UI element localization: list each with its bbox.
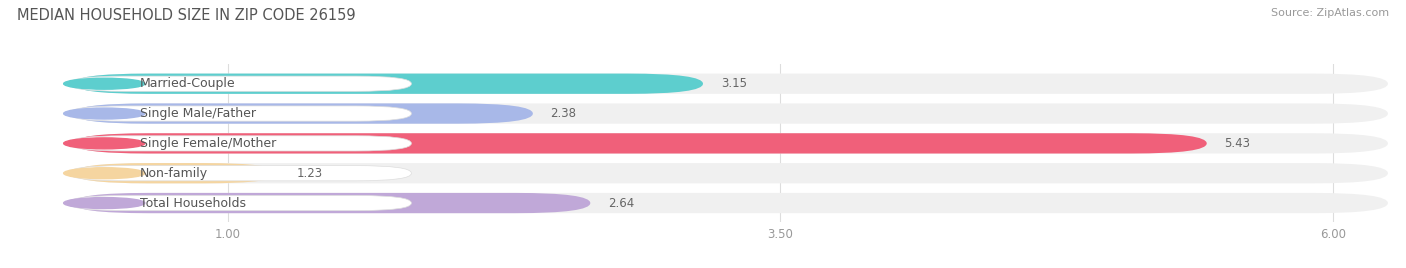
FancyBboxPatch shape: [69, 106, 412, 121]
Text: 2.38: 2.38: [551, 107, 576, 120]
Text: Non-family: Non-family: [139, 167, 208, 180]
Text: Married-Couple: Married-Couple: [139, 77, 235, 90]
FancyBboxPatch shape: [69, 166, 412, 181]
Text: Single Female/Mother: Single Female/Mother: [139, 137, 276, 150]
FancyBboxPatch shape: [73, 163, 278, 183]
Text: 1.23: 1.23: [297, 167, 322, 180]
FancyBboxPatch shape: [73, 133, 1206, 154]
Circle shape: [63, 198, 145, 209]
Circle shape: [63, 108, 145, 119]
FancyBboxPatch shape: [73, 163, 1388, 183]
FancyBboxPatch shape: [69, 76, 412, 91]
Circle shape: [63, 138, 145, 149]
Text: 3.15: 3.15: [721, 77, 747, 90]
FancyBboxPatch shape: [73, 74, 703, 94]
FancyBboxPatch shape: [73, 193, 591, 213]
FancyBboxPatch shape: [69, 136, 412, 151]
Circle shape: [63, 168, 145, 179]
Text: 2.64: 2.64: [607, 196, 634, 210]
FancyBboxPatch shape: [73, 103, 1388, 124]
FancyBboxPatch shape: [73, 133, 1388, 154]
Text: Single Male/Father: Single Male/Father: [139, 107, 256, 120]
FancyBboxPatch shape: [69, 195, 412, 211]
Text: Total Households: Total Households: [139, 196, 246, 210]
FancyBboxPatch shape: [73, 103, 533, 124]
FancyBboxPatch shape: [73, 74, 1388, 94]
Text: 5.43: 5.43: [1225, 137, 1250, 150]
Circle shape: [63, 78, 145, 89]
Text: Source: ZipAtlas.com: Source: ZipAtlas.com: [1271, 8, 1389, 18]
FancyBboxPatch shape: [73, 193, 1388, 213]
Text: MEDIAN HOUSEHOLD SIZE IN ZIP CODE 26159: MEDIAN HOUSEHOLD SIZE IN ZIP CODE 26159: [17, 8, 356, 23]
